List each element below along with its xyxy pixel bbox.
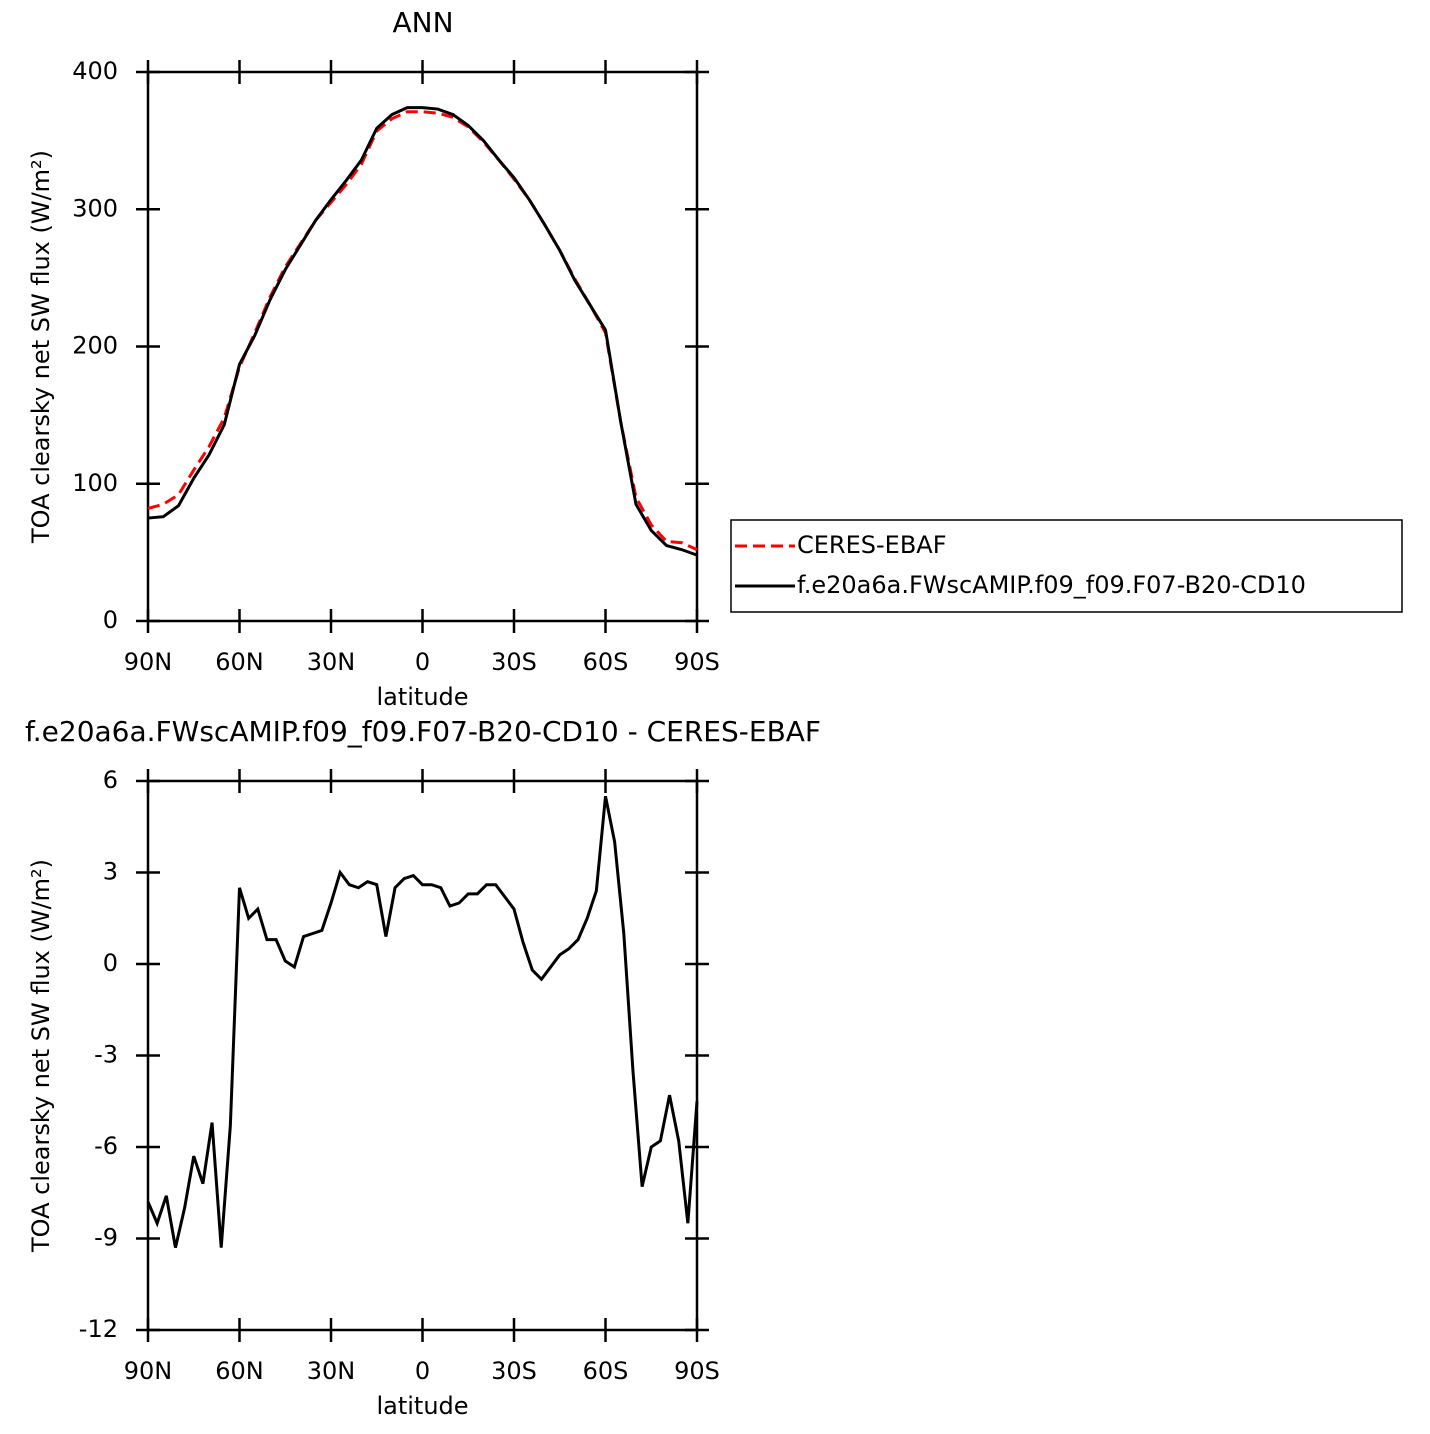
chart-title: f.e20a6a.FWscAMIP.f09_f09.F07-B20-CD10 -…	[25, 715, 821, 748]
legend-box	[730, 519, 1403, 613]
x-tick-label: 60N	[215, 1357, 264, 1385]
y-tick-label: -12	[79, 1315, 118, 1343]
y-tick-label: 0	[103, 606, 118, 634]
y-tick-label: -6	[94, 1132, 118, 1160]
x-tick-label: 90S	[674, 648, 720, 676]
y-tick-label: 100	[72, 469, 118, 497]
x-tick-label: 60S	[583, 1357, 629, 1385]
y-axis-label: TOA clearsky net SW flux (W/m²)	[27, 150, 55, 544]
y-axis-label: TOA clearsky net SW flux (W/m²)	[27, 859, 55, 1253]
legend-label: CERES-EBAF	[797, 531, 947, 559]
x-tick-label: 60S	[583, 648, 629, 676]
y-tick-label: 300	[72, 194, 118, 222]
y-tick-label: 6	[103, 766, 118, 794]
data-line	[147, 106, 698, 557]
x-tick-label: 30S	[491, 1357, 537, 1385]
data-line	[146, 795, 699, 1248]
data-line	[147, 110, 698, 551]
x-tick-label: 0	[415, 1357, 430, 1385]
x-tick-label: 30S	[491, 648, 537, 676]
y-tick-label: 400	[72, 57, 118, 85]
x-tick-label: 60N	[215, 648, 264, 676]
chart-title: ANN	[392, 6, 453, 39]
x-tick-label: 30N	[307, 648, 356, 676]
x-tick-label: 90N	[124, 648, 173, 676]
legend-label: f.e20a6a.FWscAMIP.f09_f09.F07-B20-CD10	[797, 571, 1306, 599]
y-tick-label: -3	[94, 1041, 118, 1069]
x-tick-label: 90S	[674, 1357, 720, 1385]
x-tick-label: 0	[415, 648, 430, 676]
y-tick-label: 3	[103, 858, 118, 886]
x-tick-label: 90N	[124, 1357, 173, 1385]
y-tick-label: -9	[94, 1224, 118, 1252]
y-tick-label: 200	[72, 332, 118, 360]
plot-frame	[146, 70, 699, 623]
x-axis-label: latitude	[376, 683, 468, 711]
plot-frame	[146, 779, 699, 1332]
x-tick-label: 30N	[307, 1357, 356, 1385]
x-axis-label: latitude	[376, 1392, 468, 1420]
y-tick-label: 0	[103, 949, 118, 977]
